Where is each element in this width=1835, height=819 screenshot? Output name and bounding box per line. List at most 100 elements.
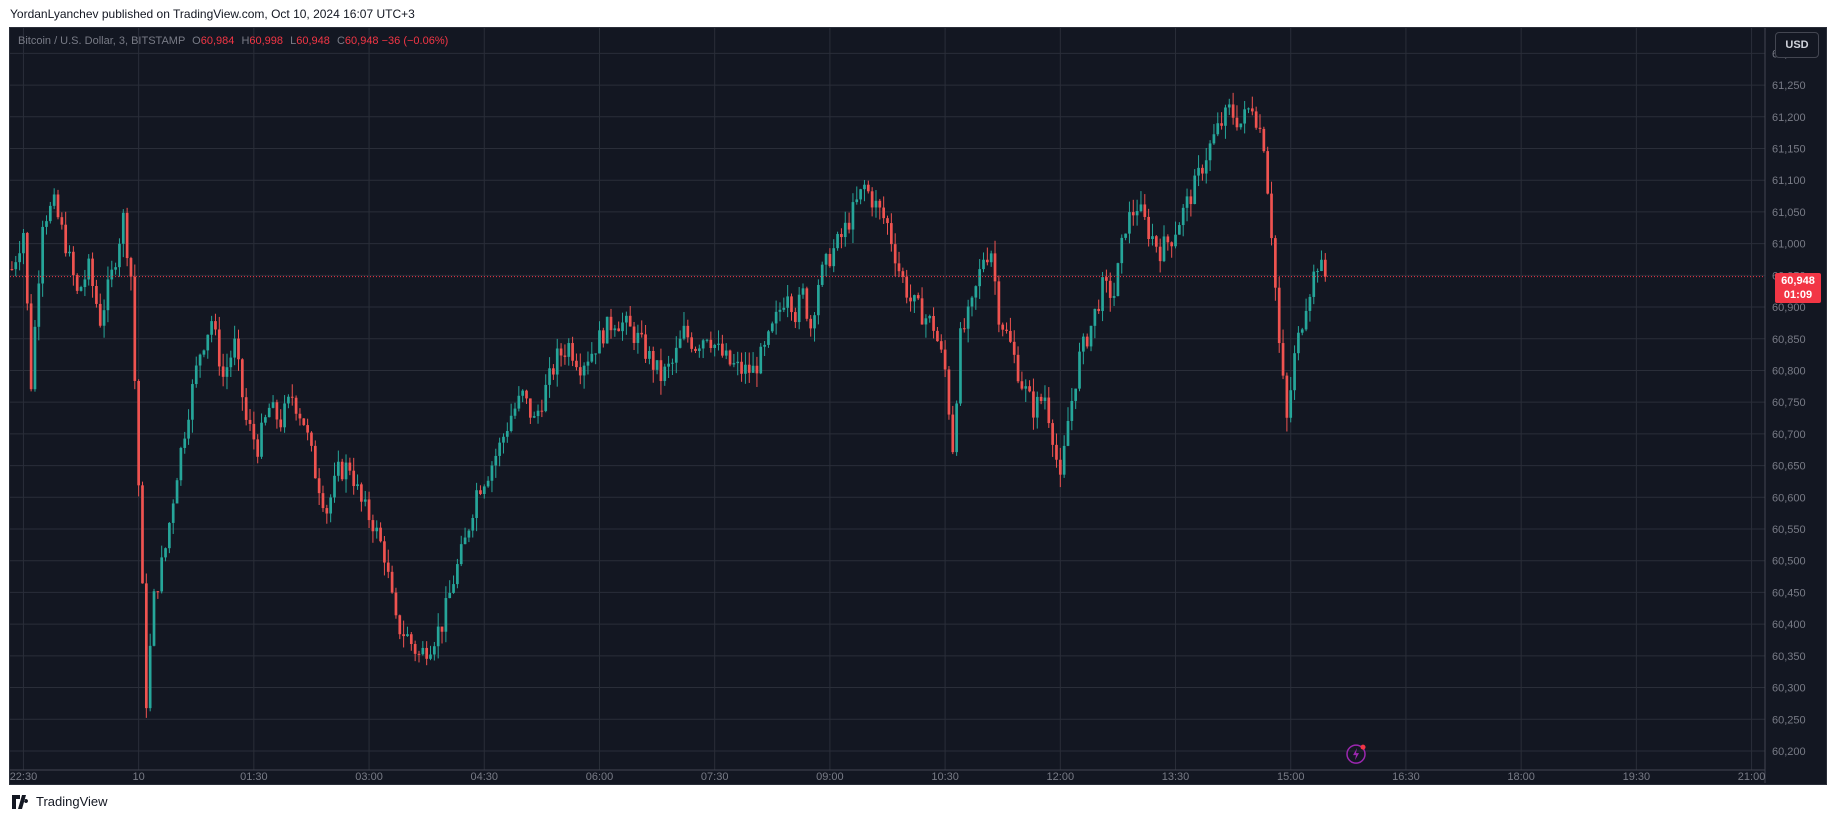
candle-body xyxy=(1289,390,1293,418)
candle-body xyxy=(390,571,394,593)
x-tick-label: 09:00 xyxy=(816,771,844,783)
y-tick-label: 60,450 xyxy=(1772,587,1806,599)
candle-body xyxy=(394,592,398,616)
open-label: O xyxy=(192,35,201,47)
candle-body xyxy=(728,350,732,365)
y-tick-label: 60,200 xyxy=(1772,746,1806,758)
candle-body xyxy=(1174,234,1177,247)
candle-body xyxy=(1300,329,1304,333)
candle-body xyxy=(678,338,682,348)
candle-body xyxy=(152,591,156,646)
candle-body xyxy=(1316,271,1319,273)
candle-body xyxy=(467,530,471,538)
candle-body xyxy=(375,527,379,532)
y-tick-label: 60,650 xyxy=(1772,461,1806,473)
y-tick-label: 61,150 xyxy=(1772,143,1806,155)
candle-body xyxy=(56,194,60,218)
candle-body xyxy=(91,258,94,286)
candle-body xyxy=(993,253,997,282)
candle-body xyxy=(398,615,402,635)
candle-body xyxy=(1062,445,1066,475)
candle-body xyxy=(586,361,590,366)
candle-body xyxy=(632,326,636,343)
low-value: 60,948 xyxy=(296,35,330,47)
currency-button[interactable]: USD xyxy=(1775,32,1819,58)
candle-body xyxy=(336,461,340,476)
candle-body xyxy=(1270,193,1273,239)
candle-body xyxy=(1035,396,1039,418)
candle-body xyxy=(229,357,233,368)
chart-panel[interactable]: 61,30061,25061,20061,15061,10061,05061,0… xyxy=(9,27,1827,785)
candle-body xyxy=(440,626,444,632)
candle-body xyxy=(1039,396,1043,401)
candle-body xyxy=(183,438,187,448)
candle-body xyxy=(1220,123,1223,126)
candle-body xyxy=(1120,237,1124,264)
candle-body xyxy=(801,288,805,295)
price-chart[interactable]: 61,30061,25061,20061,15061,10061,05061,0… xyxy=(10,28,1828,786)
tradingview-logo[interactable]: TradingView xyxy=(10,794,108,809)
last-price-value: 60,948 xyxy=(1781,275,1815,287)
candle-body xyxy=(191,384,194,420)
candle-body xyxy=(1139,204,1143,212)
x-tick-label: 15:00 xyxy=(1277,771,1305,783)
candle-body xyxy=(763,344,766,347)
last-price-tag: 60,948 01:09 xyxy=(1775,273,1821,303)
candle-body xyxy=(444,598,448,632)
y-tick-label: 60,850 xyxy=(1772,334,1806,346)
candle-body xyxy=(755,365,759,374)
candle-body xyxy=(45,221,48,227)
candle-body xyxy=(1208,143,1212,161)
candle-body xyxy=(667,363,670,367)
candle-body xyxy=(540,410,544,412)
candle-body xyxy=(129,258,133,277)
candle-body xyxy=(33,326,37,390)
candle-body xyxy=(986,259,989,263)
candle-body xyxy=(563,355,567,357)
low-label: L xyxy=(290,35,297,47)
candle-body xyxy=(824,253,828,265)
candle-body xyxy=(41,226,44,284)
candle-body xyxy=(406,634,409,637)
candle-body xyxy=(264,417,267,423)
candle-body xyxy=(1266,151,1270,194)
candle-body xyxy=(1009,330,1012,342)
y-tick-label: 60,800 xyxy=(1772,365,1806,377)
candle-body xyxy=(237,338,240,360)
candle-body xyxy=(502,436,505,443)
candle-body xyxy=(298,413,302,419)
candle-body xyxy=(793,312,797,323)
candle-body xyxy=(828,253,832,267)
candle-body xyxy=(125,212,129,259)
candle-body xyxy=(429,654,432,659)
candle-body xyxy=(367,499,371,521)
candle-body xyxy=(68,251,71,254)
y-tick-label: 60,500 xyxy=(1772,556,1806,568)
candle-body xyxy=(310,432,313,446)
x-tick-label: 01:30 xyxy=(240,771,268,783)
events-lightning-icon[interactable] xyxy=(1346,744,1366,764)
lightning-bolt-icon xyxy=(1353,748,1360,761)
candle-body xyxy=(102,310,106,326)
y-tick-label: 61,000 xyxy=(1772,239,1806,251)
candle-body xyxy=(344,462,348,480)
candle-body xyxy=(893,244,897,264)
candle-body xyxy=(1231,104,1235,118)
candle-body xyxy=(1066,420,1070,446)
candle-body xyxy=(521,390,525,396)
candle-body xyxy=(198,354,202,366)
candle-body xyxy=(95,285,98,304)
candle-body xyxy=(217,329,221,367)
candle-body xyxy=(932,315,935,331)
high-label: H xyxy=(241,35,250,47)
candle-body xyxy=(578,367,582,376)
candle-body xyxy=(137,380,140,486)
y-tick-label: 60,900 xyxy=(1772,302,1806,314)
candle-body xyxy=(843,222,847,238)
candle-body xyxy=(494,455,498,466)
candle-body xyxy=(901,271,905,277)
candle-body xyxy=(379,527,382,542)
candle-body xyxy=(536,410,540,417)
candle-body xyxy=(118,243,121,268)
candle-body xyxy=(75,275,79,291)
